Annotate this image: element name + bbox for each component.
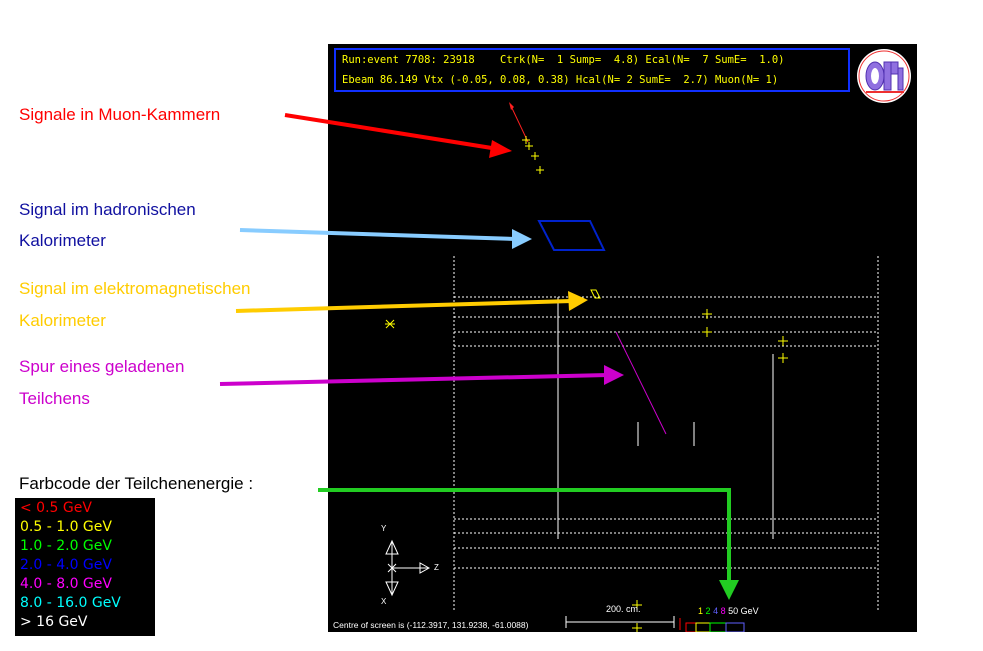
ecal-hits bbox=[385, 309, 788, 632]
ecal-scale-1: 1 bbox=[698, 606, 704, 616]
scale-label: 200. cm. bbox=[606, 604, 641, 614]
legend-row-2: 0.5 - 1.0 GeV bbox=[20, 519, 112, 535]
legend-row-7: > 16 GeV bbox=[20, 614, 88, 630]
axis-label-z: Z bbox=[434, 563, 439, 572]
axis-label-x: X bbox=[381, 597, 387, 606]
muon-track bbox=[510, 105, 529, 143]
charged-track bbox=[615, 331, 667, 435]
legend-arrow bbox=[318, 488, 739, 600]
legend-row-3: 1.0 - 2.0 GeV bbox=[20, 538, 112, 554]
event-display: Y Z X bbox=[328, 44, 917, 632]
ecal-scale-labels: 1 2 4 8 50 GeV bbox=[698, 606, 759, 616]
event-header: Run:event 7708: 23918 Ctrk(N= 1 Sump= 4.… bbox=[334, 48, 850, 92]
event-header-line1: Run:event 7708: 23918 Ctrk(N= 1 Sump= 4.… bbox=[342, 54, 785, 66]
muon-track-tip bbox=[509, 102, 514, 110]
opal-logo bbox=[856, 48, 912, 104]
muon-label: Signale in Muon-Kammern bbox=[19, 105, 221, 124]
hadron-label-line2: Kalorimeter bbox=[19, 231, 106, 250]
hadron-label-line1: Signal im hadronischen bbox=[19, 200, 196, 219]
hcal-arrow bbox=[239, 228, 532, 249]
scale-bar bbox=[565, 616, 675, 628]
ecal-scale-4: 4 bbox=[713, 606, 719, 616]
em-label-line1: Signal im elektromagnetischen bbox=[19, 279, 251, 298]
legend-row-6: 8.0 - 16.0 GeV bbox=[20, 595, 121, 611]
ecal-scale-2: 2 bbox=[705, 606, 711, 616]
ecal-energy-scale bbox=[679, 618, 745, 632]
centre-of-screen-text: Centre of screen is (-112.3917, 131.9238… bbox=[333, 620, 529, 630]
track-label-line1: Spur eines geladenen bbox=[19, 357, 185, 376]
farbcode-label: Farbcode der Teilchenenergie : bbox=[19, 474, 254, 493]
ecal-scale-label: 50 GeV bbox=[728, 606, 759, 616]
ecal-cell bbox=[590, 289, 601, 299]
axis-label-y: Y bbox=[381, 524, 387, 533]
event-header-line2: Ebeam 86.149 Vtx (-0.05, 0.08, 0.38) Hca… bbox=[342, 74, 779, 86]
track-arrow bbox=[219, 365, 624, 386]
legend-row-1: < 0.5 GeV bbox=[20, 500, 92, 516]
axes-icon bbox=[385, 539, 431, 597]
hcal-cell bbox=[537, 220, 606, 251]
muon-hits bbox=[522, 136, 544, 174]
legend-row-4: 2.0 - 4.0 GeV bbox=[20, 557, 112, 573]
legend-row-5: 4.0 - 8.0 GeV bbox=[20, 576, 112, 592]
energy-color-legend: < 0.5 GeV 0.5 - 1.0 GeV 1.0 - 2.0 GeV 2.… bbox=[15, 498, 155, 636]
detector-drawing bbox=[385, 102, 879, 632]
ecal-scale-8: 8 bbox=[720, 606, 726, 616]
muon-arrow bbox=[284, 113, 512, 158]
track-label-line2: Teilchens bbox=[19, 389, 90, 408]
ecal-arrow bbox=[235, 291, 588, 313]
em-label-line2: Kalorimeter bbox=[19, 311, 106, 330]
